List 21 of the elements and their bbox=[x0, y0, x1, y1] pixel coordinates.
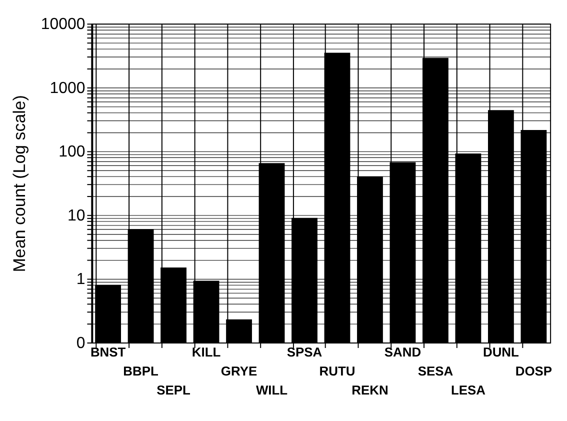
y-tick-label: 10 bbox=[67, 207, 86, 224]
x-tick-label: WILL bbox=[256, 382, 288, 398]
x-tick-label: RUTU bbox=[319, 363, 356, 378]
x-tick-label: KILL bbox=[192, 344, 221, 360]
x-tick-label: DOSP bbox=[515, 363, 552, 378]
x-tick-label: SEPL bbox=[156, 382, 191, 398]
y-tick-label: 1 bbox=[76, 271, 86, 288]
y-tick-label: 0 bbox=[76, 334, 86, 352]
y-axis-title: Mean count (Log scale) bbox=[10, 95, 29, 272]
x-tick-label: BNST bbox=[90, 344, 126, 360]
y-tick-label: 100 bbox=[58, 144, 86, 161]
x-tick-label: SESA bbox=[418, 363, 454, 378]
x-tick-label: DUNL bbox=[482, 344, 520, 360]
y-tick-label: 1000 bbox=[50, 80, 86, 97]
x-tick-label: LESA bbox=[450, 382, 486, 398]
x-tick-label: REKN bbox=[352, 382, 388, 398]
y-tick-label: 10000 bbox=[40, 16, 86, 34]
x-tick-label: SPSA bbox=[286, 344, 322, 360]
x-tick-label: SAND bbox=[384, 344, 422, 360]
x-tick-label: BBPL bbox=[123, 363, 158, 378]
x-tick-label: GRYE bbox=[220, 363, 258, 378]
